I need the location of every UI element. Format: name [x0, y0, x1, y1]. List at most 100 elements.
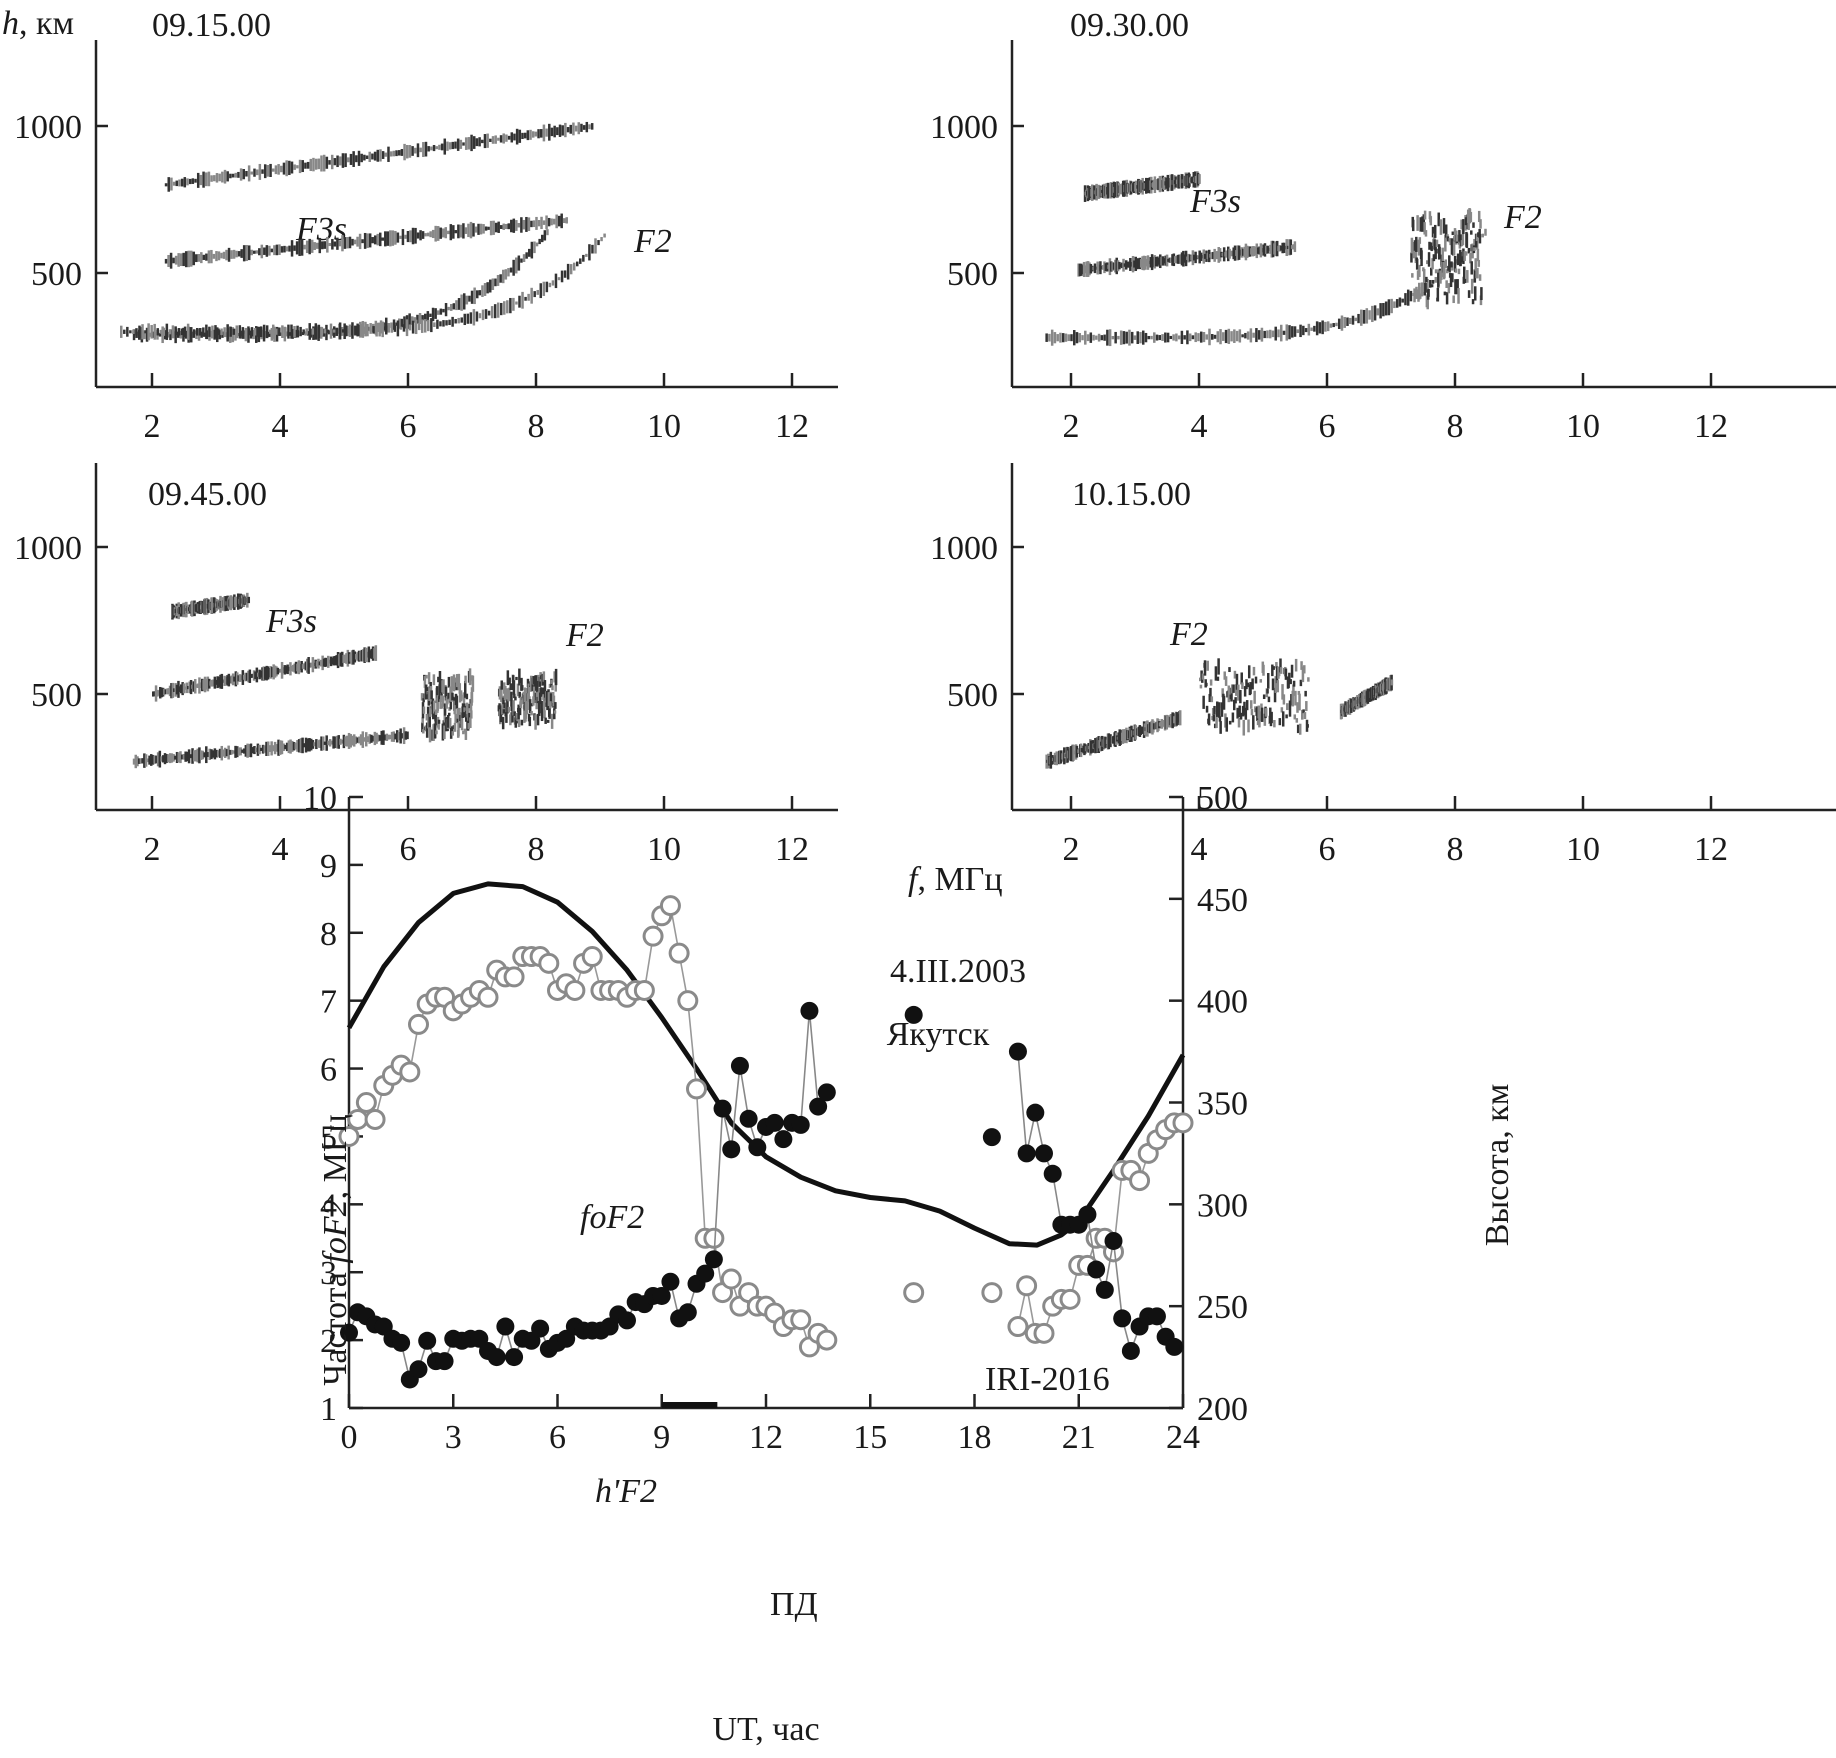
echo-mark — [520, 677, 523, 691]
hf2-point — [418, 1331, 437, 1350]
echo-mark — [1184, 250, 1188, 267]
echo-mark — [469, 312, 473, 324]
echo-mark — [440, 696, 444, 701]
echo-mark — [1193, 254, 1196, 261]
echo-mark — [1390, 679, 1394, 686]
echo-mark — [1218, 702, 1221, 718]
echo-mark — [1271, 240, 1275, 258]
echo-mark — [1243, 686, 1247, 697]
echo-mark — [500, 680, 503, 690]
echo-mark — [525, 702, 529, 715]
echo-mark — [512, 259, 515, 276]
echo-mark — [1199, 252, 1203, 262]
ionogram-x-tick-label: 6 — [400, 408, 417, 445]
echo-mark — [1451, 273, 1454, 283]
echo-mark — [442, 228, 445, 238]
echo-mark — [1419, 293, 1422, 299]
echo-mark — [1434, 269, 1438, 274]
echo-mark — [1161, 334, 1164, 341]
echo-mark — [296, 165, 299, 169]
echo-mark — [1200, 670, 1203, 678]
echo-mark — [198, 677, 201, 694]
x-tick-label: 21 — [1062, 1419, 1096, 1456]
echo-mark — [1195, 255, 1199, 260]
echo-mark — [432, 144, 436, 152]
echo-mark — [1458, 241, 1462, 249]
echo-mark — [192, 251, 196, 266]
echo-mark — [199, 328, 202, 336]
echo-mark — [1423, 210, 1427, 220]
echo-mark — [255, 250, 259, 254]
echo-mark — [422, 698, 425, 703]
echo-mark — [442, 679, 445, 695]
echo-mark — [1306, 724, 1309, 728]
echo-mark — [1410, 252, 1413, 263]
echo-mark — [1456, 279, 1459, 295]
echo-mark — [308, 238, 311, 255]
echo-mark — [1078, 333, 1082, 343]
echo-mark — [448, 717, 452, 729]
echo-mark — [220, 252, 223, 259]
echo-mark — [366, 651, 369, 658]
echo-mark — [373, 648, 376, 659]
echo-mark — [600, 237, 603, 242]
echo-mark — [411, 320, 415, 334]
echo-mark — [427, 319, 430, 332]
echo-mark — [338, 240, 342, 247]
echo-mark — [1454, 279, 1457, 295]
echo-mark — [1256, 706, 1259, 721]
echo-mark — [139, 758, 143, 764]
echo-mark — [500, 687, 503, 703]
echo-mark — [521, 291, 524, 309]
echo-mark — [529, 129, 532, 140]
echo-mark — [1225, 250, 1229, 258]
echo-mark — [186, 751, 189, 762]
echo-mark — [434, 225, 437, 242]
echo-mark — [1205, 334, 1208, 340]
echo-mark — [1476, 267, 1479, 279]
echo-mark — [1279, 667, 1283, 674]
echo-mark — [414, 227, 417, 244]
echo-mark — [1045, 333, 1048, 342]
echo-mark — [576, 261, 579, 267]
echo-mark — [282, 162, 286, 175]
echo-mark — [447, 714, 450, 728]
echo-mark — [1186, 256, 1189, 261]
echo-mark — [1275, 666, 1279, 684]
echo-mark — [197, 254, 201, 262]
echo-mark — [262, 324, 266, 339]
echo-mark — [247, 328, 251, 336]
echo-mark — [1212, 714, 1216, 722]
echo-mark — [311, 740, 315, 749]
echo-mark — [242, 748, 246, 754]
echo-mark — [459, 714, 462, 722]
echo-mark — [1382, 303, 1385, 317]
echo-mark — [425, 713, 429, 721]
echo-mark — [515, 257, 518, 274]
echo-mark — [173, 688, 176, 692]
echo-mark — [192, 329, 196, 335]
echo-mark — [317, 324, 321, 338]
echo-mark — [1166, 332, 1170, 343]
echo-mark — [306, 738, 310, 752]
echo-mark — [548, 123, 551, 141]
echo-mark — [1239, 249, 1242, 256]
echo-mark — [293, 325, 296, 338]
echo-mark — [1273, 243, 1276, 255]
echo-mark — [549, 693, 553, 702]
echo-mark — [1250, 248, 1253, 255]
echo-mark — [232, 328, 235, 335]
echo-mark — [217, 328, 220, 336]
fof2-point — [399, 1061, 421, 1083]
echo-mark — [199, 750, 203, 760]
ionogram-x-tick-label: 8 — [528, 831, 545, 868]
echo-mark — [1180, 330, 1184, 344]
echo-mark — [1145, 258, 1148, 267]
echo-mark — [329, 323, 333, 339]
echo-mark — [414, 319, 418, 335]
echo-mark — [1284, 668, 1288, 680]
echo-mark — [164, 689, 168, 695]
echo-mark — [370, 648, 373, 659]
echo-mark — [1084, 265, 1087, 274]
